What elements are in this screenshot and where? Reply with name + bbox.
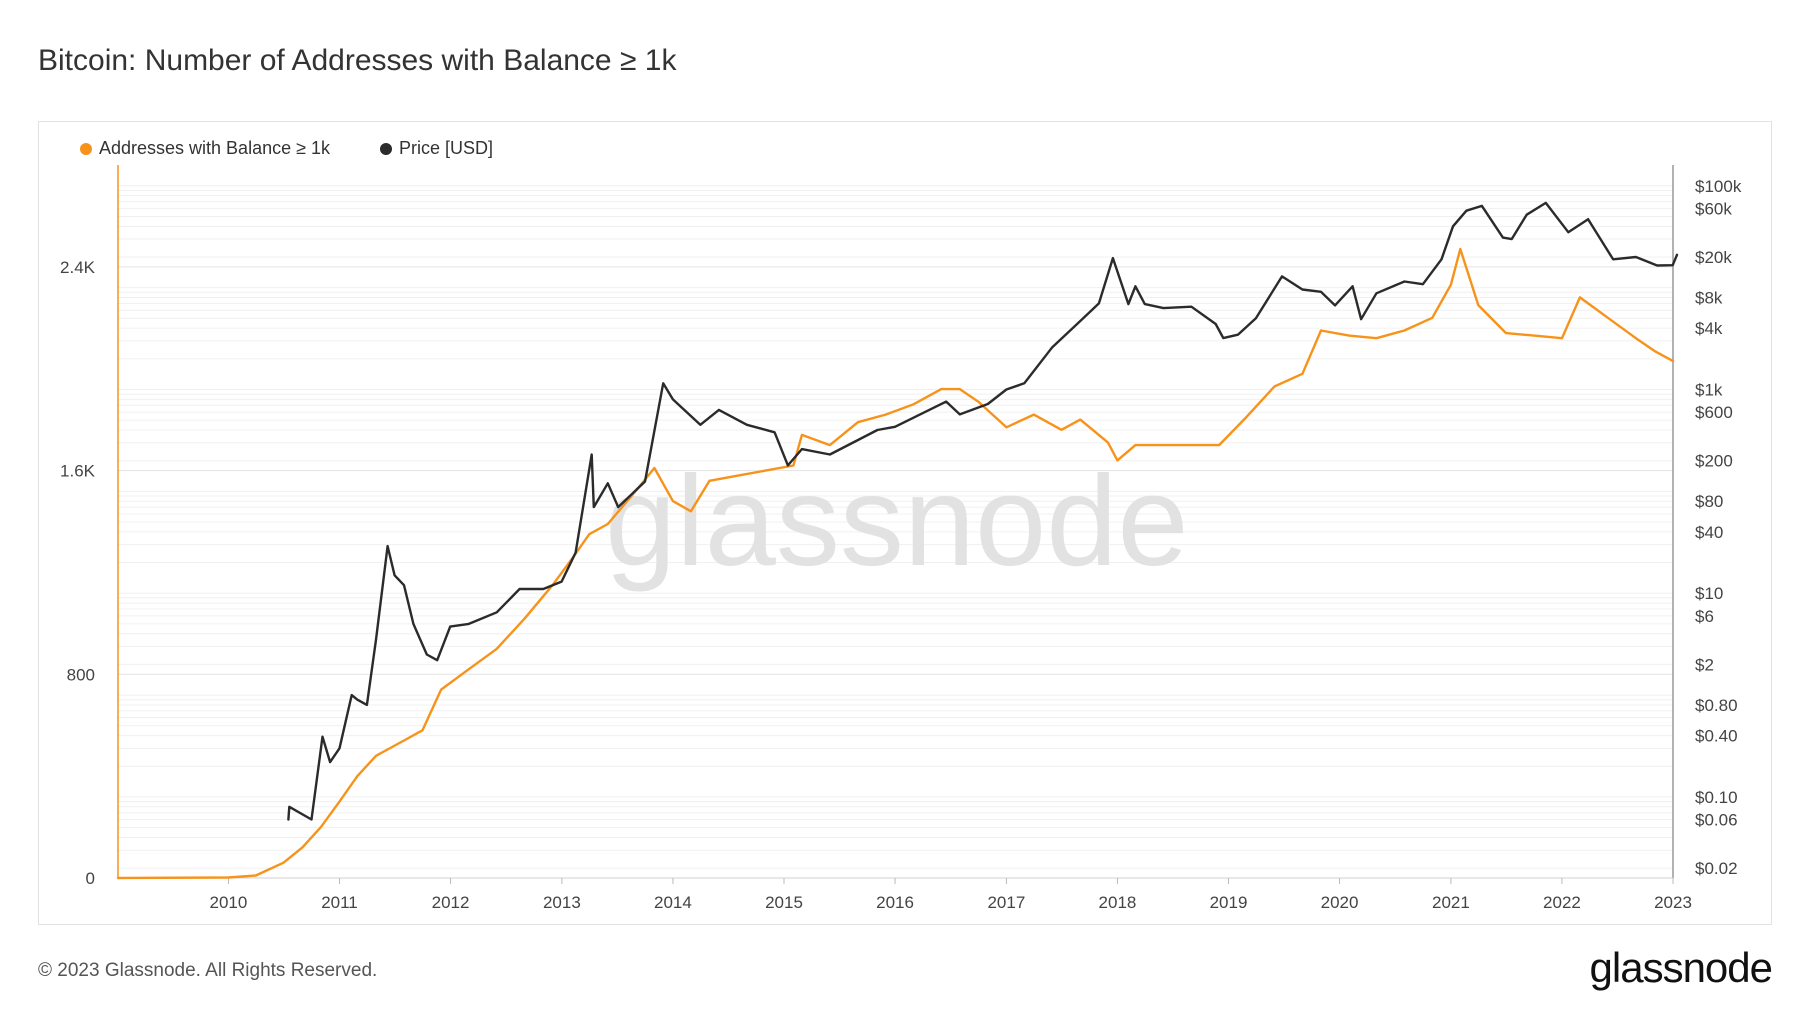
y-right-tick-label: $4k — [1695, 319, 1723, 338]
y-left-tick-label: 800 — [67, 665, 95, 684]
x-axis: 2010 2011 2012 2013 2014 2015 2016 2017 2018 2019… — [118, 877, 1692, 912]
y-right-tick-label: $8k — [1695, 289, 1723, 308]
series-line-addresses — [116, 247, 1675, 880]
legend-label-price: Price [USD] — [399, 138, 494, 158]
legend-dot-addresses — [80, 142, 92, 155]
page-title: Bitcoin: Number of Addresses with Balanc… — [38, 44, 677, 77]
x-tick-label: 2018 — [1099, 893, 1137, 912]
y-right-tick-label: $60k — [1695, 199, 1732, 218]
y-right-tick-label: $10 — [1695, 584, 1723, 603]
y-right-tick-label: $40 — [1695, 523, 1723, 542]
legend-dot-price — [380, 142, 392, 155]
glassnode-logo[interactable]: glassnode — [1589, 944, 1773, 991]
x-tick-label: 2021 — [1432, 893, 1470, 912]
y-left-tick-label: 2.4K — [60, 258, 96, 277]
y-right-tick-label: $0.80 — [1695, 696, 1738, 715]
y-right-tick-label: $100k — [1695, 177, 1742, 196]
series-group — [116, 201, 1679, 880]
grid-lines — [118, 185, 1673, 879]
x-tick-label: 2015 — [765, 893, 803, 912]
legend-item-price[interactable]: Price [USD] — [380, 138, 493, 159]
x-tick-label: 2023 — [1654, 893, 1692, 912]
watermark-text: glassnode — [605, 450, 1189, 593]
y-axis-left: 0 800 1.6K 2.4K — [60, 165, 119, 888]
y-right-tick-label: $0.06 — [1695, 811, 1738, 830]
y-right-tick-label: $20k — [1695, 248, 1732, 267]
x-tick-label: 2022 — [1543, 893, 1581, 912]
x-tick-label: 2020 — [1321, 893, 1359, 912]
y-right-tick-label: $0.10 — [1695, 788, 1738, 807]
y-right-tick-label: $0.40 — [1695, 727, 1738, 746]
x-tick-label: 2014 — [654, 893, 692, 912]
y-right-tick-label: $600 — [1695, 403, 1733, 422]
x-tick-label: 2011 — [321, 893, 358, 912]
y-right-tick-label: $1k — [1695, 381, 1723, 400]
chart-legend: Addresses with Balance ≥ 1k Price [USD] — [80, 138, 493, 159]
y-axis-right: $100k $60k $20k $8k $4k $1k $600 $200 $80 $40 $10 $… — [1672, 165, 1742, 878]
x-tick-label: 2017 — [987, 893, 1025, 912]
y-left-tick-label: 0 — [86, 869, 95, 888]
x-tick-label: 2016 — [876, 893, 914, 912]
x-tick-label: 2012 — [432, 893, 470, 912]
y-right-tick-label: $2 — [1695, 655, 1714, 674]
legend-label-addresses: Addresses with Balance ≥ 1k — [99, 138, 330, 158]
legend-item-addresses[interactable]: Addresses with Balance ≥ 1k — [80, 138, 330, 159]
y-right-tick-label: $80 — [1695, 492, 1723, 511]
x-tick-label: 2019 — [1210, 893, 1248, 912]
copyright-footer: © 2023 Glassnode. All Rights Reserved. — [38, 960, 378, 981]
y-right-tick-label: $6 — [1695, 607, 1714, 626]
series-line-price — [287, 201, 1679, 821]
y-right-tick-label: $200 — [1695, 452, 1733, 471]
x-tick-label: 2013 — [543, 893, 581, 912]
y-left-tick-label: 1.6K — [60, 462, 96, 481]
chart-panel — [38, 121, 1772, 925]
x-tick-label: 2010 — [210, 893, 248, 912]
y-right-tick-label: $0.02 — [1695, 859, 1738, 878]
